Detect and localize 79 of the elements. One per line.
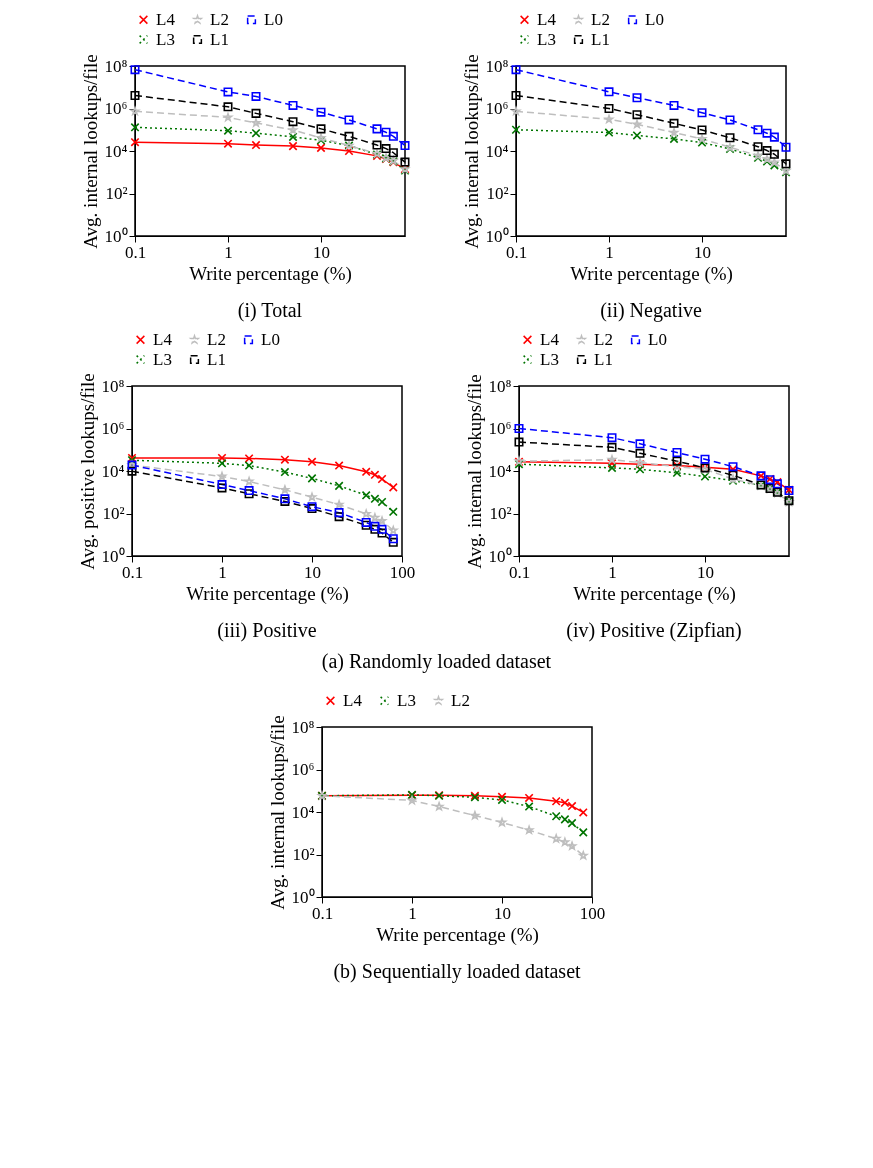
y-tick-label: 10⁸	[291, 717, 315, 737]
y-axis-title: Avg. internal lookups/file	[266, 715, 288, 910]
x-tick-label: 100	[389, 562, 415, 582]
y-tick-label: 10⁴	[291, 802, 315, 822]
y-tick-label: 10⁰	[485, 226, 508, 246]
y-axis-title: Avg. internal lookups/file	[79, 54, 100, 249]
legend-label: L4	[539, 329, 559, 349]
y-tick-label: 10²	[292, 845, 315, 864]
x-tick-label: 0.1	[508, 562, 530, 582]
y-tick-label: 10²	[485, 184, 508, 203]
x-tick-label: 100	[579, 903, 606, 923]
y-tick-label: 10⁸	[104, 56, 128, 76]
text: (a) Randomly loaded dataset	[320, 650, 553, 673]
x-axis-title: Write percentage (%)	[188, 262, 352, 285]
legend-label: L0	[644, 9, 664, 29]
legend-label: L4	[536, 9, 556, 29]
legend-label: L2	[206, 329, 226, 349]
y-tick-label: 10²	[101, 504, 124, 523]
legend-label: L3	[536, 29, 556, 49]
y-tick-label: 10⁴	[488, 461, 512, 481]
text: (b) Sequentially loaded dataset	[333, 960, 582, 983]
x-axis-title: Write percentage (%)	[376, 923, 539, 946]
x-tick-label: 1	[223, 242, 233, 262]
legend-label: L1	[209, 29, 229, 49]
legend-label: L2	[209, 9, 229, 29]
y-tick-label: 10⁶	[104, 99, 128, 118]
text: (ii) Negative	[599, 299, 702, 322]
x-tick-label: 10	[312, 242, 330, 262]
legend-label: L0	[260, 329, 280, 349]
y-tick-label: 10²	[488, 504, 511, 523]
y-tick-label: 10⁶	[485, 99, 509, 118]
y-tick-label: 10⁰	[104, 226, 127, 246]
y-axis-title: Avg. positive lookups/file	[76, 373, 97, 570]
x-tick-label: 10	[696, 562, 714, 582]
legend-label: L3	[397, 690, 416, 710]
y-tick-label: 10²	[104, 184, 127, 203]
x-tick-label: 0.1	[505, 242, 527, 262]
y-tick-label: 10⁴	[101, 461, 125, 481]
legend-label: L3	[539, 349, 559, 369]
x-tick-label: 10	[494, 903, 511, 923]
x-axis-title: Write percentage (%)	[569, 262, 733, 285]
x-tick-label: 0.1	[124, 242, 146, 262]
legend-label: L2	[593, 329, 613, 349]
y-tick-label: 10⁰	[488, 546, 511, 566]
y-axis-title: Avg. internal lookups/file	[463, 374, 484, 569]
y-tick-label: 10⁸	[485, 56, 509, 76]
x-tick-label: 1	[604, 242, 614, 262]
x-axis-title: Write percentage (%)	[572, 582, 736, 605]
y-tick-label: 10⁸	[101, 376, 125, 396]
text: (i) Total	[237, 299, 303, 322]
y-tick-label: 10⁰	[101, 546, 124, 566]
y-tick-label: 10⁴	[485, 141, 509, 161]
x-tick-label: 1	[217, 562, 227, 582]
y-tick-label: 10⁸	[488, 376, 512, 396]
text: (iv) Positive (Zipfian)	[565, 619, 742, 642]
x-axis-title: Write percentage (%)	[185, 582, 349, 605]
legend-label: L3	[155, 29, 175, 49]
x-tick-label: 10	[693, 242, 711, 262]
y-tick-label: 10⁶	[291, 760, 315, 779]
legend-label: L2	[451, 690, 470, 710]
legend-label: L3	[152, 349, 172, 369]
y-axis-title: Avg. internal lookups/file	[460, 54, 481, 249]
x-tick-label: 10	[303, 562, 321, 582]
legend-label: L1	[593, 349, 613, 369]
legend-label: L2	[590, 9, 610, 29]
x-tick-label: 1	[408, 903, 417, 923]
x-tick-label: 0.1	[121, 562, 143, 582]
legend-label: L4	[155, 9, 175, 29]
x-tick-label: 1	[607, 562, 617, 582]
text: (iii) Positive	[216, 619, 317, 642]
y-tick-label: 10⁶	[101, 419, 125, 438]
legend-label: L0	[263, 9, 283, 29]
legend-label: L4	[152, 329, 172, 349]
legend-label: L1	[590, 29, 610, 49]
legend-label: L4	[343, 690, 363, 710]
legend-label: L0	[647, 329, 667, 349]
y-tick-label: 10⁶	[488, 419, 512, 438]
legend-label: L1	[206, 349, 226, 369]
y-tick-label: 10⁴	[104, 141, 128, 161]
